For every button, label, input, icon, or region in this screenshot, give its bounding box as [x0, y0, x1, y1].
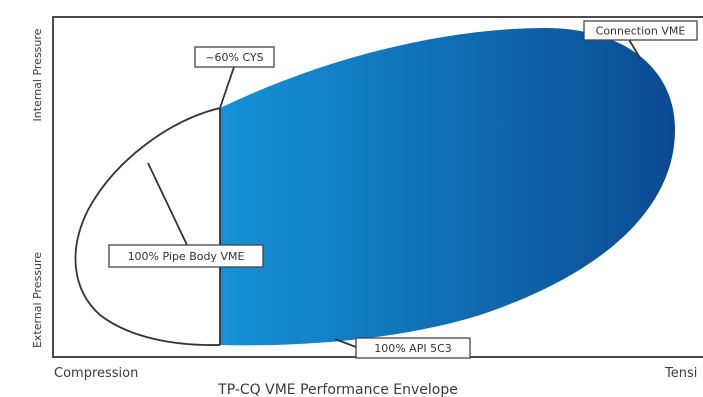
pipe-body-vme-leader: [147, 162, 188, 246]
connection-vme-callout-box: [583, 20, 698, 41]
api-5c3-label: 100% API 5C3: [374, 342, 452, 355]
cys-callout-box: [194, 46, 275, 68]
y-axis-label-internal-pressure: Internal Pressure: [31, 28, 44, 121]
api-5c3-leader: [334, 338, 357, 348]
connection-vme-label: Connection VME: [596, 25, 686, 38]
pipe-body-vme-label: 100% Pipe Body VME: [128, 250, 245, 263]
cys-label: ~60% CYS: [205, 51, 263, 64]
y-axis-label-external-pressure: External Pressure: [31, 252, 44, 348]
x-axis-label-compression: Compression: [54, 366, 138, 381]
cys-leader: [219, 66, 235, 109]
pipe-body-vme-curve: [74, 107, 221, 346]
x-axis-label-tension: Tensi: [664, 366, 697, 381]
pipe-body-vme-callout-box: [108, 244, 264, 268]
figure-caption: TP-CQ VME Performance Envelope: [217, 382, 458, 397]
connection-vme-envelope: [220, 28, 675, 346]
api-5c3-callout-box: [355, 337, 471, 359]
connection-vme-leader: [627, 37, 641, 59]
